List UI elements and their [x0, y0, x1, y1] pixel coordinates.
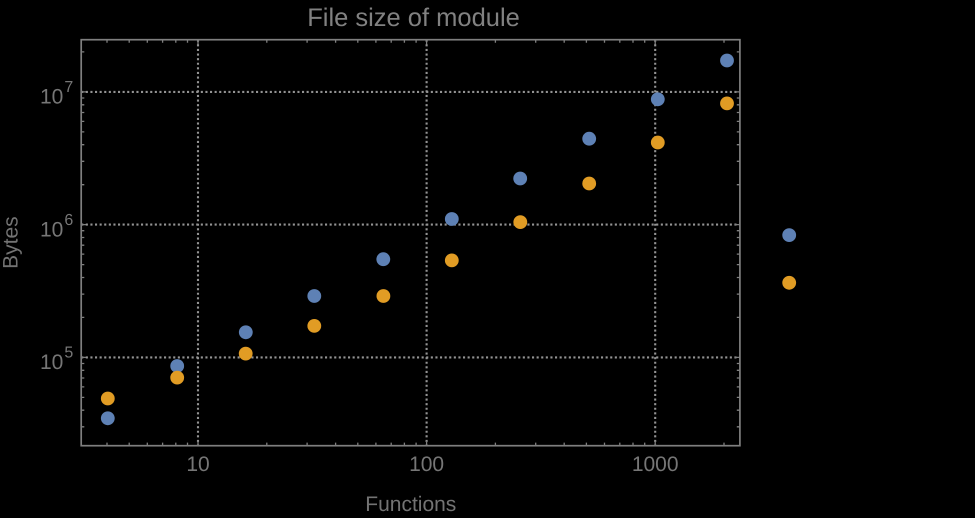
svg-text:10: 10 [186, 453, 209, 476]
svg-text:10: 10 [40, 218, 63, 241]
svg-text:100: 100 [409, 453, 444, 476]
svg-text:10: 10 [40, 351, 63, 374]
svg-text:Functions: Functions [365, 493, 456, 513]
svg-text:6: 6 [64, 212, 73, 229]
svg-text:Bytes: Bytes [0, 216, 23, 269]
svg-text:10: 10 [40, 86, 63, 109]
svg-text:1000: 1000 [632, 453, 679, 476]
svg-text:5: 5 [64, 345, 73, 362]
svg-text:File size of module: File size of module [307, 4, 520, 32]
svg-text:7: 7 [64, 79, 73, 96]
